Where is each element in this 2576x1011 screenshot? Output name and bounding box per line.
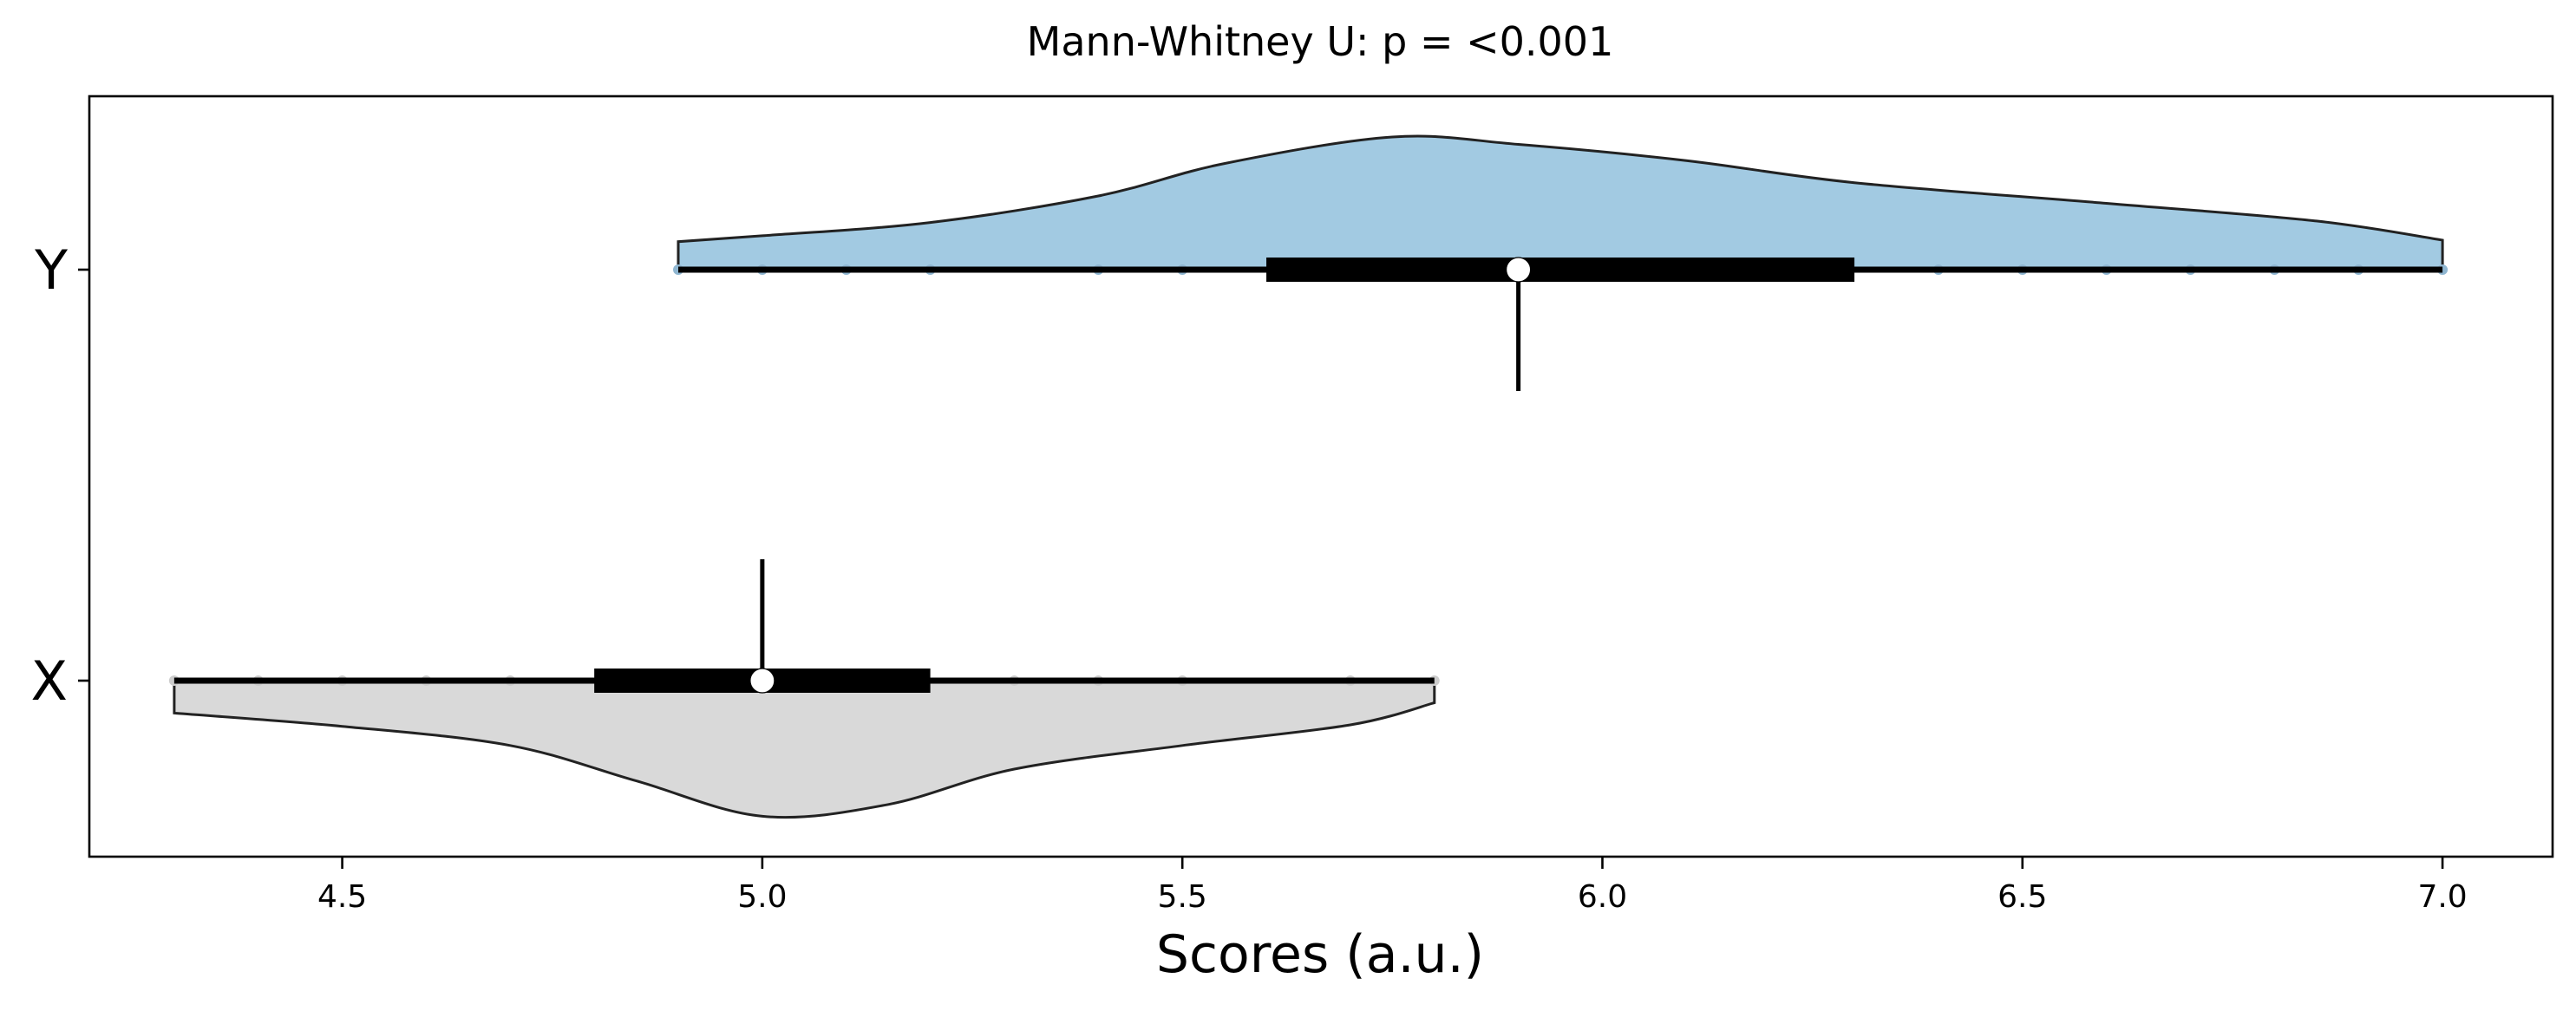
marks [168, 257, 2449, 694]
x-tick-label: 6.5 [1997, 879, 2047, 915]
y-tick-label: X [31, 649, 68, 713]
x-tick-label: 4.5 [317, 879, 367, 915]
x-tick-label: 5.5 [1158, 879, 1207, 915]
chart-title: Mann-Whitney U: p = <0.001 [1027, 18, 1614, 65]
violin-y [677, 134, 2444, 271]
x-tick-label: 6.0 [1578, 879, 1627, 915]
y-axis: YX [31, 238, 90, 713]
violin-x [173, 679, 1436, 819]
median-marker-y [1506, 257, 1532, 283]
violins [173, 134, 2444, 819]
plot-frame [88, 95, 2554, 858]
x-tick-label: 5.0 [737, 879, 787, 915]
median-marker-x [749, 668, 775, 694]
x-tick-label: 7.0 [2417, 879, 2467, 915]
x-axis: 4.5 5.0 5.5 6.0 6.5 7.0 [317, 857, 2468, 915]
iqr-box-y [1266, 258, 1855, 282]
x-axis-label: Scores (a.u.) [1156, 924, 1484, 985]
y-tick-label: Y [34, 238, 68, 302]
